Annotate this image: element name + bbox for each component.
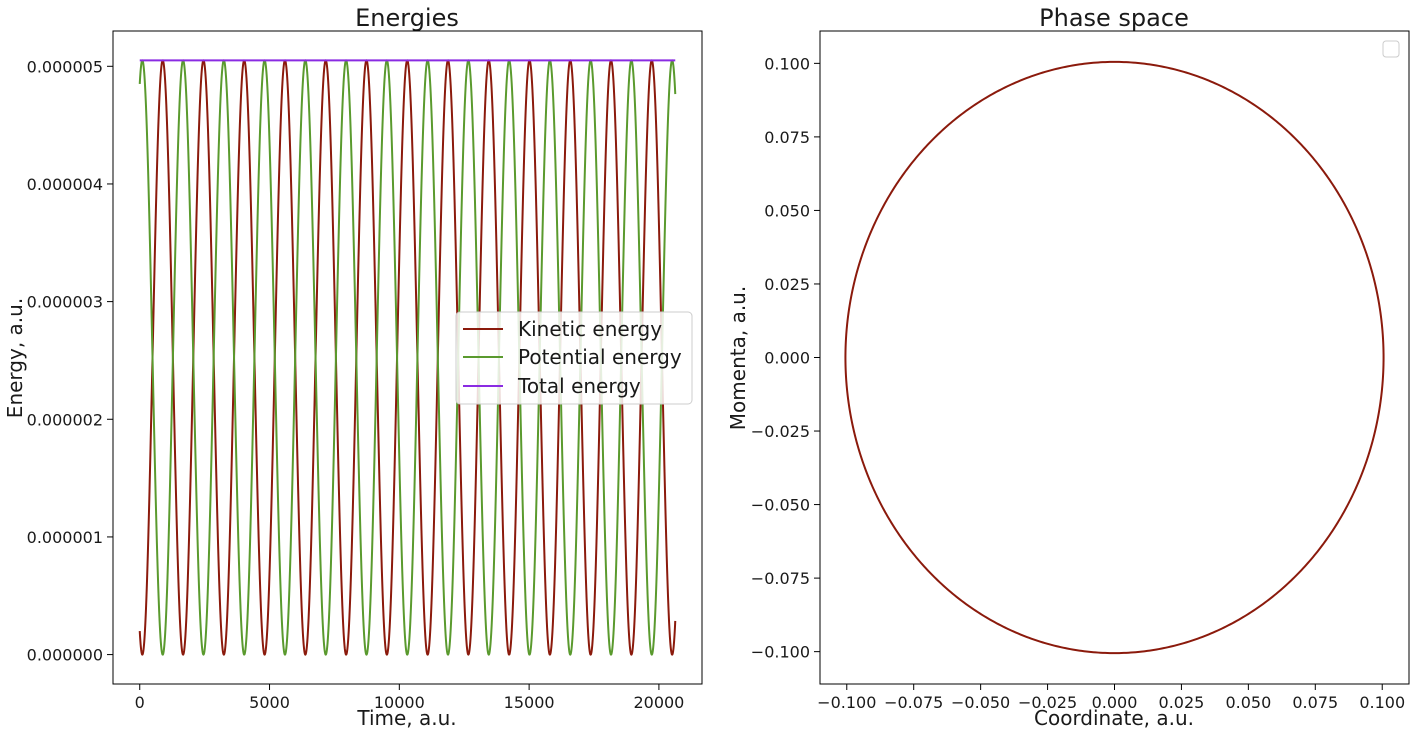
energies-axes-frame [112,30,703,685]
phase-space-ticks: −0.100 −0.075 −0.050 −0.025 0.000 0.025 0.050 0… [751,54,1405,712]
phase-space-panel: Phase space Coordinate, a.u. Momenta, a.… [726,4,1410,730]
x-tick-label: 0.025 [1159,693,1205,712]
energies-ticks: 0 5000 10000 15000 20000 0.000000 0.000001 0.00… [27,57,685,712]
y-tick-label: 0.000004 [27,175,103,194]
x-tick-label: 5000 [249,693,290,712]
legend-kinetic-label: Kinetic energy [518,317,662,341]
phase-space-title: Phase space [1039,4,1189,32]
potential-energy-line [138,59,677,656]
x-tick-label: −0.025 [1018,693,1077,712]
energies-panel: Energies Time, a.u. Energy, a.u. 0 5000 10… [3,4,703,730]
legend-total-label: Total energy [517,374,641,398]
energies-legend: Kinetic energy Potential energy Total en… [455,311,693,405]
y-tick-label: 0.000002 [27,410,103,429]
y-tick-label: −0.050 [751,496,810,515]
y-tick-label: −0.025 [751,422,810,441]
y-tick-label: 0.000003 [27,293,103,312]
x-tick-label: 0.075 [1292,693,1338,712]
phase-space-ylabel: Momenta, a.u. [726,286,750,430]
y-tick-label: 0.050 [764,201,810,220]
legend-potential-label: Potential energy [518,345,682,369]
x-tick-label: 15000 [504,693,555,712]
x-tick-label: −0.075 [884,693,943,712]
x-tick-label: 0 [135,693,145,712]
phase-space-trajectory [844,60,1385,655]
x-tick-label: 0.000 [1092,693,1138,712]
y-tick-label: −0.075 [751,569,810,588]
x-tick-label: 0.050 [1225,693,1271,712]
y-tick-label: 0.000005 [27,57,103,76]
energies-title: Energies [355,4,459,32]
y-tick-label: 0.075 [764,128,810,147]
x-tick-label: 20000 [633,693,684,712]
phase-space-xlabel: Coordinate, a.u. [1034,706,1194,730]
energies-ylabel: Energy, a.u. [3,298,27,418]
x-tick-label: −0.050 [951,693,1010,712]
y-tick-label: 0.000001 [27,528,103,547]
y-tick-label: 0.000 [764,349,810,368]
y-tick-label: 0.000000 [27,646,103,665]
x-tick-label: 10000 [374,693,425,712]
x-tick-label: 0.100 [1359,693,1405,712]
x-tick-label: −0.100 [817,693,876,712]
y-tick-label: 0.100 [764,54,810,73]
y-tick-label: 0.025 [764,275,810,294]
energies-xlabel: Time, a.u. [356,706,456,730]
y-tick-label: −0.100 [751,643,810,662]
phase-space-axes-frame [819,30,1410,685]
phase-space-legend-box [1382,40,1400,58]
legend-box [455,311,693,405]
